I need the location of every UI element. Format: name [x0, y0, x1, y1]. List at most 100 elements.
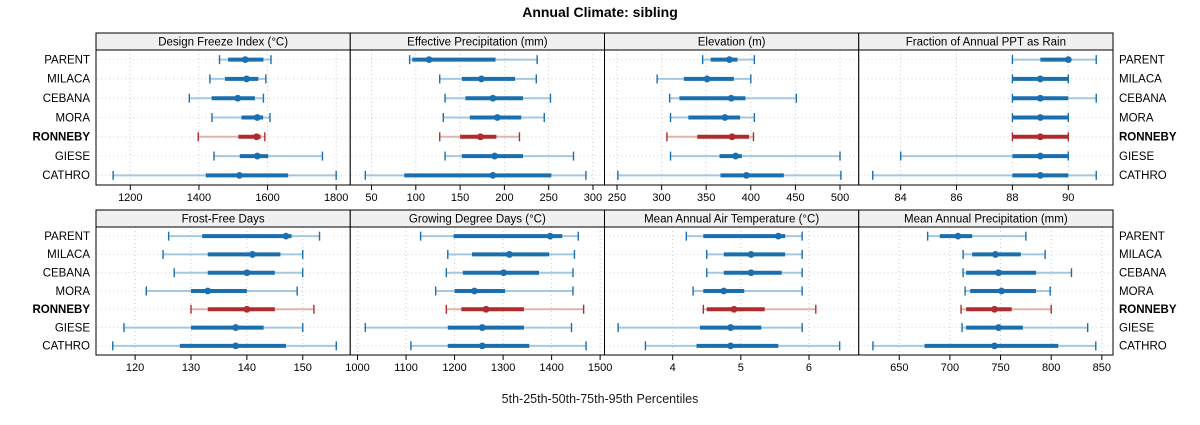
- x-tick-label: 150: [294, 362, 312, 374]
- median-dot: [995, 324, 1002, 331]
- median-dot: [249, 251, 256, 258]
- x-tick-label: 140: [238, 362, 256, 374]
- panel-strip-title: Mean Annual Air Temperature (°C): [644, 214, 819, 226]
- median-dot: [243, 305, 251, 313]
- x-tick-label: 90: [1062, 192, 1074, 204]
- x-tick-label: 86: [950, 192, 962, 204]
- x-tick-label: 850: [1093, 362, 1111, 374]
- median-dot: [721, 114, 729, 121]
- median-dot: [489, 94, 497, 102]
- median-dot: [241, 56, 249, 64]
- median-dot: [478, 324, 486, 331]
- median-dot: [954, 232, 962, 240]
- x-tick-label: 250: [608, 192, 626, 204]
- x-tick-label: 150: [451, 192, 469, 204]
- row-label-right: PARENT: [1119, 54, 1165, 66]
- median-dot: [477, 133, 484, 141]
- x-tick-label: 1100: [394, 362, 418, 374]
- median-dot: [482, 305, 490, 313]
- panel-strip-title: Mean Annual Precipitation (mm): [904, 214, 1068, 226]
- row-label-left: PARENT: [44, 231, 90, 243]
- row-label-left: GIESE: [55, 322, 90, 334]
- median-dot: [727, 94, 735, 102]
- median-dot: [489, 171, 497, 179]
- x-tick-label: 1400: [187, 192, 211, 204]
- x-tick-label: 250: [540, 192, 558, 204]
- row-label-left: MILACA: [47, 249, 90, 261]
- median-dot: [253, 133, 260, 141]
- x-tick-label: 6: [806, 362, 812, 374]
- x-tick-label: 1300: [491, 362, 515, 374]
- median-dot: [493, 114, 501, 121]
- median-dot: [491, 152, 499, 160]
- median-dot: [1064, 56, 1072, 64]
- row-label-left: MORA: [56, 112, 91, 124]
- median-dot: [505, 251, 513, 258]
- median-dot: [204, 287, 212, 295]
- median-dot: [234, 94, 242, 102]
- median-dot: [727, 342, 735, 350]
- median-dot: [1036, 114, 1044, 121]
- x-tick-label: 350: [697, 192, 715, 204]
- x-tick-label: 750: [991, 362, 1009, 374]
- median-dot: [425, 56, 433, 64]
- median-dot: [747, 251, 755, 258]
- x-tick-label: 1000: [345, 362, 369, 374]
- median-dot: [500, 269, 507, 277]
- row-label-left: RONNEBY: [32, 304, 90, 316]
- panel-strip-title: Fraction of Annual PPT as Rain: [906, 37, 1066, 49]
- x-tick-label: 300: [652, 192, 670, 204]
- x-tick-label: 1200: [118, 192, 142, 204]
- median-dot: [282, 232, 290, 240]
- x-tick-label: 130: [182, 362, 200, 374]
- median-dot: [1036, 152, 1044, 160]
- median-dot: [236, 171, 243, 179]
- x-tick-label: 200: [495, 192, 513, 204]
- x-tick-label: 50: [365, 192, 377, 204]
- x-tick-label: 84: [895, 192, 907, 204]
- x-tick-label: 1500: [588, 362, 612, 374]
- panel-border: [858, 226, 1114, 356]
- row-label-right: MORA: [1119, 286, 1154, 298]
- median-dot: [253, 114, 261, 121]
- row-label-right: RONNEBY: [1119, 132, 1177, 144]
- median-dot: [991, 305, 998, 313]
- row-label-right: MORA: [1119, 112, 1154, 124]
- row-label-right: GIESE: [1119, 151, 1154, 163]
- x-tick-label: 88: [1006, 192, 1018, 204]
- median-dot: [232, 324, 240, 331]
- row-label-right: MILACA: [1119, 249, 1162, 261]
- row-label-left: CEBANA: [43, 93, 91, 105]
- median-dot: [742, 171, 750, 179]
- median-dot: [725, 56, 733, 64]
- median-dot: [747, 269, 755, 277]
- panel-background: [858, 50, 1113, 185]
- panel-strip-title: Design Freeze Index (°C): [158, 37, 288, 49]
- x-tick-label: 300: [584, 192, 602, 204]
- median-dot: [730, 305, 738, 313]
- x-tick-label: 1400: [539, 362, 563, 374]
- x-tick-label: 400: [742, 192, 760, 204]
- row-label-right: GIESE: [1119, 322, 1154, 334]
- x-tick-label: 1800: [324, 192, 348, 204]
- row-label-right: CATHRO: [1119, 170, 1167, 182]
- median-dot: [546, 232, 554, 240]
- row-label-left: GIESE: [55, 151, 90, 163]
- row-label-right: RONNEBY: [1119, 304, 1177, 316]
- row-label-right: PARENT: [1119, 231, 1165, 243]
- median-dot: [1036, 171, 1044, 179]
- median-dot: [703, 75, 711, 83]
- row-label-left: MORA: [56, 286, 91, 298]
- chart-title: Annual Climate: sibling: [522, 4, 678, 20]
- x-tick-label: 1200: [442, 362, 466, 374]
- row-label-left: RONNEBY: [32, 132, 90, 144]
- x-tick-label: 1600: [255, 192, 279, 204]
- median-dot: [243, 269, 251, 277]
- x-tick-label: 4: [670, 362, 676, 374]
- row-label-right: CATHRO: [1119, 341, 1167, 353]
- x-tick-label: 100: [407, 192, 425, 204]
- panel-border: [858, 49, 1114, 186]
- x-tick-label: 500: [831, 192, 849, 204]
